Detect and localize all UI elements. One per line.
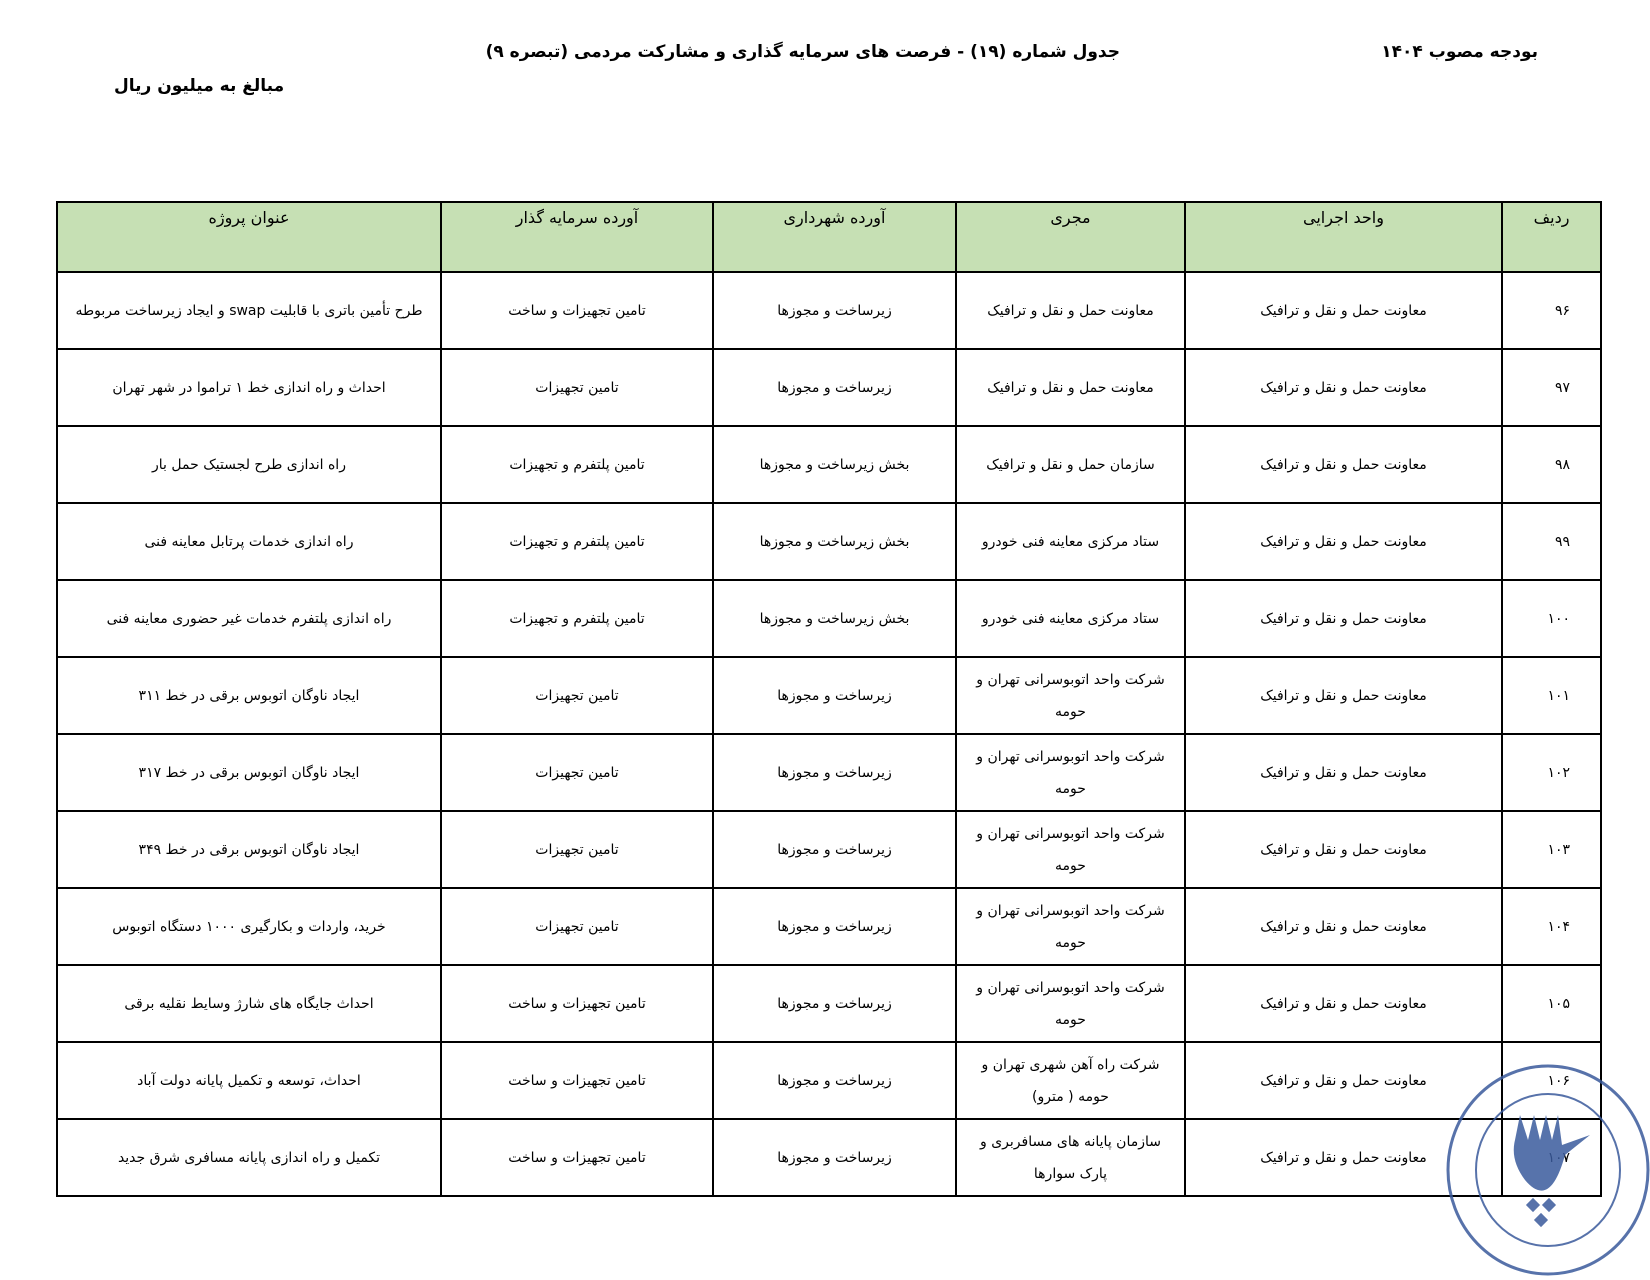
cell-municipality: بخش زیرساخت و مجوزها	[712, 579, 957, 658]
page-title: جدول شماره (۱۹) - فرصت های سرمایه گذاری …	[485, 42, 1120, 62]
cell-investor: تامین پلتفرم و تجهیزات	[440, 425, 714, 504]
table-row: ۹۶ معاونت حمل و نقل و ترافیک معاونت حمل و …	[56, 271, 1602, 350]
cell-executor: شرکت راه آهن شهری تهران و حومه ( مترو)	[955, 1041, 1186, 1120]
cell-project: طرح تأمین باتری با قابلیت swap و ایجاد ز…	[56, 271, 442, 350]
cell-unit: معاونت حمل و نقل و ترافیک	[1184, 1041, 1503, 1120]
cell-num: ۱۰۱	[1501, 656, 1602, 735]
table-row: ۹۹ معاونت حمل و نقل و ترافیک ستاد مرکزی مع…	[56, 502, 1602, 581]
cell-investor: تامین تجهیزات و ساخت	[440, 1041, 714, 1120]
cell-investor: تامین پلتفرم و تجهیزات	[440, 502, 714, 581]
table-row: ۱۰۶ معاونت حمل و نقل و ترافیک شرکت راه آهن…	[56, 1041, 1602, 1120]
cell-investor: تامین پلتفرم و تجهیزات	[440, 579, 714, 658]
cell-municipality: زیرساخت و مجوزها	[712, 1041, 957, 1120]
cell-municipality: بخش زیرساخت و مجوزها	[712, 425, 957, 504]
column-header: ردیف	[1501, 201, 1602, 273]
table-row: ۱۰۵ معاونت حمل و نقل و ترافیک شرکت واحد ات…	[56, 964, 1602, 1043]
cell-executor: سازمان پایانه های مسافربری و پارک سوارها	[955, 1118, 1186, 1197]
cell-executor: شرکت واحد اتوبوسرانی تهران و حومه	[955, 656, 1186, 735]
cell-investor: تامین تجهیزات	[440, 810, 714, 889]
cell-investor: تامین تجهیزات و ساخت	[440, 271, 714, 350]
cell-unit: معاونت حمل و نقل و ترافیک	[1184, 271, 1503, 350]
cell-municipality: زیرساخت و مجوزها	[712, 887, 957, 966]
cell-unit: معاونت حمل و نقل و ترافیک	[1184, 964, 1503, 1043]
cell-executor: ستاد مرکزی معاینه فنی خودرو	[955, 579, 1186, 658]
cell-executor: سازمان حمل و نقل و ترافیک	[955, 425, 1186, 504]
cell-executor: شرکت واحد اتوبوسرانی تهران و حومه	[955, 964, 1186, 1043]
cell-project: راه اندازی پلتفرم خدمات غیر حضوری معاینه…	[56, 579, 442, 658]
table-row: ۱۰۳ معاونت حمل و نقل و ترافیک شرکت واحد ات…	[56, 810, 1602, 889]
unit-note: مبالغ به میلیون ریال	[114, 76, 285, 96]
table-row: ۹۸ معاونت حمل و نقل و ترافیک سازمان حمل و …	[56, 425, 1602, 504]
cell-investor: تامین تجهیزات و ساخت	[440, 1118, 714, 1197]
cell-municipality: زیرساخت و مجوزها	[712, 656, 957, 735]
stamp-seal	[1446, 1064, 1650, 1276]
cell-executor: شرکت واحد اتوبوسرانی تهران و حومه	[955, 887, 1186, 966]
projects-table: ردیف واحد اجرایی مجری آورده شهرداری آورده سر…	[56, 201, 1602, 1197]
cell-project: تکمیل و راه اندازی پایانه مسافری شرق جدی…	[56, 1118, 442, 1197]
cell-num: ۹۶	[1501, 271, 1602, 350]
cell-project: ایجاد ناوگان اتوبوس برقی در خط ۳۱۱	[56, 656, 442, 735]
column-header: عنوان پروژه	[56, 201, 442, 273]
cell-project: احداث جایگاه های شارژ وسایط نقلیه برقی	[56, 964, 442, 1043]
table-row: ۹۷ معاونت حمل و نقل و ترافیک معاونت حمل و …	[56, 348, 1602, 427]
table-row: ۱۰۴ معاونت حمل و نقل و ترافیک شرکت واحد ات…	[56, 887, 1602, 966]
cell-municipality: زیرساخت و مجوزها	[712, 733, 957, 812]
cell-project: ایجاد ناوگان اتوبوس برقی در خط ۳۱۷	[56, 733, 442, 812]
column-header: مجری	[955, 201, 1186, 273]
cell-municipality: زیرساخت و مجوزها	[712, 271, 957, 350]
cell-executor: ستاد مرکزی معاینه فنی خودرو	[955, 502, 1186, 581]
cell-investor: تامین تجهیزات	[440, 656, 714, 735]
column-header: واحد اجرایی	[1184, 201, 1503, 273]
cell-num: ۱۰۶	[1501, 1041, 1602, 1120]
cell-num: ۹۹	[1501, 502, 1602, 581]
cell-investor: تامین تجهیزات	[440, 348, 714, 427]
cell-project: ایجاد ناوگان اتوبوس برقی در خط ۳۴۹	[56, 810, 442, 889]
cell-project: خرید، واردات و بکارگیری ۱۰۰۰ دستگاه اتوب…	[56, 887, 442, 966]
table-row: ۱۰۱ معاونت حمل و نقل و ترافیک شرکت واحد ات…	[56, 656, 1602, 735]
cell-unit: معاونت حمل و نقل و ترافیک	[1184, 502, 1503, 581]
budget-label: بودجه مصوب ۱۴۰۴	[1381, 42, 1538, 62]
cell-unit: معاونت حمل و نقل و ترافیک	[1184, 425, 1503, 504]
cell-unit: معاونت حمل و نقل و ترافیک	[1184, 887, 1503, 966]
table-header-row: ردیف واحد اجرایی مجری آورده شهرداری آورده سر…	[56, 201, 1602, 273]
cell-municipality: زیرساخت و مجوزها	[712, 964, 957, 1043]
cell-num: ۱۰۲	[1501, 733, 1602, 812]
cell-project: راه اندازی خدمات پرتابل معاینه فنی	[56, 502, 442, 581]
cell-project: راه اندازی طرح لجستیک حمل بار	[56, 425, 442, 504]
cell-num: ۱۰۰	[1501, 579, 1602, 658]
cell-municipality: زیرساخت و مجوزها	[712, 1118, 957, 1197]
cell-investor: تامین تجهیزات و ساخت	[440, 964, 714, 1043]
cell-municipality: زیرساخت و مجوزها	[712, 810, 957, 889]
cell-executor: شرکت واحد اتوبوسرانی تهران و حومه	[955, 810, 1186, 889]
cell-unit: معاونت حمل و نقل و ترافیک	[1184, 810, 1503, 889]
cell-municipality: زیرساخت و مجوزها	[712, 348, 957, 427]
column-header: آورده سرمایه گذار	[440, 201, 714, 273]
cell-num: ۱۰۵	[1501, 964, 1602, 1043]
cell-executor: معاونت حمل و نقل و ترافیک	[955, 348, 1186, 427]
cell-num: ۹۷	[1501, 348, 1602, 427]
table-row: ۱۰۲ معاونت حمل و نقل و ترافیک شرکت واحد ات…	[56, 733, 1602, 812]
cell-unit: معاونت حمل و نقل و ترافیک	[1184, 656, 1503, 735]
column-header: آورده شهرداری	[712, 201, 957, 273]
cell-unit: معاونت حمل و نقل و ترافیک	[1184, 579, 1503, 658]
cell-project: احداث، توسعه و تکمیل پایانه دولت آباد	[56, 1041, 442, 1120]
cell-unit: معاونت حمل و نقل و ترافیک	[1184, 733, 1503, 812]
cell-num: ۱۰۴	[1501, 887, 1602, 966]
cell-investor: تامین تجهیزات	[440, 887, 714, 966]
cell-investor: تامین تجهیزات	[440, 733, 714, 812]
cell-executor: شرکت واحد اتوبوسرانی تهران و حومه	[955, 733, 1186, 812]
cell-municipality: بخش زیرساخت و مجوزها	[712, 502, 957, 581]
cell-unit: معاونت حمل و نقل و ترافیک	[1184, 348, 1503, 427]
cell-num: ۱۰۳	[1501, 810, 1602, 889]
cell-num: ۹۸	[1501, 425, 1602, 504]
cell-executor: معاونت حمل و نقل و ترافیک	[955, 271, 1186, 350]
table-row: ۱۰۰ معاونت حمل و نقل و ترافیک ستاد مرکزی م…	[56, 579, 1602, 658]
cell-project: احداث و راه اندازی خط ۱ تراموا در شهر ته…	[56, 348, 442, 427]
